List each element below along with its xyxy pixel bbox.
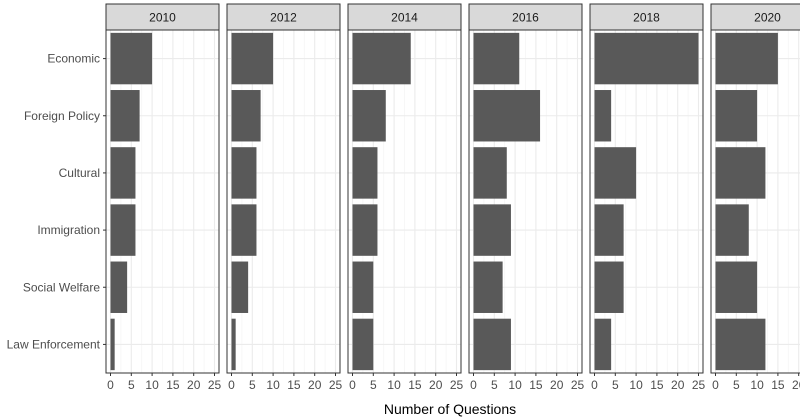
bar-2010-social-welfare <box>110 261 128 313</box>
bar-2016-social-welfare <box>473 261 503 313</box>
x-tick-label: 25 <box>450 378 464 392</box>
facet-strip-label: 2010 <box>149 11 176 25</box>
x-tick-label: 10 <box>629 378 643 392</box>
bar-2012-foreign-policy <box>231 90 261 142</box>
bars <box>110 32 778 371</box>
x-tick-label: 20 <box>187 378 201 392</box>
facet-strip-label: 2018 <box>633 11 660 25</box>
x-tick-label: 15 <box>771 378 785 392</box>
bar-2016-immigration <box>473 204 511 256</box>
bar-2014-economic <box>352 32 411 85</box>
bar-2010-economic <box>110 32 153 85</box>
bar-2018-immigration <box>594 204 624 256</box>
bar-2020-foreign-policy <box>715 90 758 142</box>
bar-2018-cultural <box>594 147 637 199</box>
category-label-cultural: Cultural <box>59 166 100 180</box>
x-axis-title: Number of Questions <box>384 401 516 417</box>
x-tick-label: 15 <box>166 378 180 392</box>
category-label-law-enforcement: Law Enforcement <box>7 337 101 351</box>
facet-strip-label: 2020 <box>754 11 781 25</box>
category-label-foreign-policy: Foreign Policy <box>24 109 100 123</box>
facet-strip <box>468 3 583 31</box>
bar-2018-economic <box>594 32 699 85</box>
x-tick-label: 10 <box>387 378 401 392</box>
facet-strip-label: 2014 <box>391 11 418 25</box>
bar-2014-foreign-policy <box>352 90 386 142</box>
bar-2014-law-enforcement <box>352 318 374 371</box>
bar-2018-foreign-policy <box>594 90 612 142</box>
bar-2016-cultural <box>473 147 507 199</box>
x-tick-label: 20 <box>429 378 443 392</box>
x-tick-label: 0 <box>591 378 598 392</box>
facet-strips: 2010 2012 2014 2016 2018 2020 <box>105 3 800 31</box>
bar-2012-social-welfare <box>231 261 249 313</box>
x-tick-label: 10 <box>750 378 764 392</box>
x-tick-label: 10 <box>145 378 159 392</box>
x-tick-label: 10 <box>508 378 522 392</box>
x-tick-label: 25 <box>571 378 585 392</box>
x-tick-label: 20 <box>308 378 322 392</box>
facet-strip <box>710 3 800 31</box>
category-labels: Economic Foreign Policy Cultural Immigratio… <box>7 52 106 351</box>
bar-2012-immigration <box>231 204 257 256</box>
category-label-social-welfare: Social Welfare <box>23 280 100 294</box>
x-tick-label: 15 <box>287 378 301 392</box>
bar-2010-foreign-policy <box>110 90 140 142</box>
gridlines <box>106 30 800 373</box>
facet-strip-label: 2012 <box>270 11 297 25</box>
bar-2016-foreign-policy <box>473 90 541 142</box>
x-axis-ticks: 0 5 10 15 20 25 0 5 10 15 20 25 0 5 10 15 20 25 0 5 10 15 20 25… <box>107 373 800 392</box>
x-tick-label: 10 <box>266 378 280 392</box>
facet-strip <box>347 3 462 31</box>
x-tick-label: 0 <box>470 378 477 392</box>
bar-2014-social-welfare <box>352 261 374 313</box>
facet-strip <box>226 3 341 31</box>
x-tick-label: 20 <box>671 378 685 392</box>
x-tick-label: 5 <box>612 378 619 392</box>
facet-strip <box>105 3 220 31</box>
x-tick-label: 20 <box>550 378 564 392</box>
category-label-economic: Economic <box>47 52 100 66</box>
bar-2012-cultural <box>231 147 257 199</box>
x-tick-label: 0 <box>228 378 235 392</box>
x-tick-label: 0 <box>107 378 114 392</box>
bar-2018-social-welfare <box>594 261 624 313</box>
bar-2014-immigration <box>352 204 378 256</box>
bar-2016-economic <box>473 32 520 85</box>
bar-2010-law-enforcement <box>110 318 115 371</box>
x-tick-label: 15 <box>529 378 543 392</box>
x-tick-label: 25 <box>329 378 343 392</box>
bar-2012-law-enforcement <box>231 318 236 371</box>
x-tick-label: 5 <box>733 378 740 392</box>
facet-strip-label: 2016 <box>512 11 539 25</box>
bar-2020-cultural <box>715 147 766 199</box>
bar-2012-economic <box>231 32 274 85</box>
bar-2020-law-enforcement <box>715 318 766 371</box>
x-tick-label: 5 <box>249 378 256 392</box>
x-tick-label: 0 <box>712 378 719 392</box>
x-tick-label: 20 <box>792 378 800 392</box>
x-tick-label: 15 <box>408 378 422 392</box>
x-tick-label: 5 <box>128 378 135 392</box>
x-tick-label: 15 <box>650 378 664 392</box>
x-tick-label: 25 <box>692 378 706 392</box>
x-tick-label: 0 <box>349 378 356 392</box>
bar-2016-law-enforcement <box>473 318 511 371</box>
bar-2020-immigration <box>715 204 749 256</box>
bar-2018-law-enforcement <box>594 318 612 371</box>
bar-2010-cultural <box>110 147 136 199</box>
category-label-immigration: Immigration <box>37 223 100 237</box>
x-tick-label: 25 <box>208 378 222 392</box>
x-tick-label: 5 <box>491 378 498 392</box>
facet-strip <box>589 3 704 31</box>
bar-2014-cultural <box>352 147 378 199</box>
bar-2010-immigration <box>110 204 136 256</box>
bar-2020-economic <box>715 32 778 85</box>
x-tick-label: 5 <box>370 378 377 392</box>
bar-2020-social-welfare <box>715 261 758 313</box>
